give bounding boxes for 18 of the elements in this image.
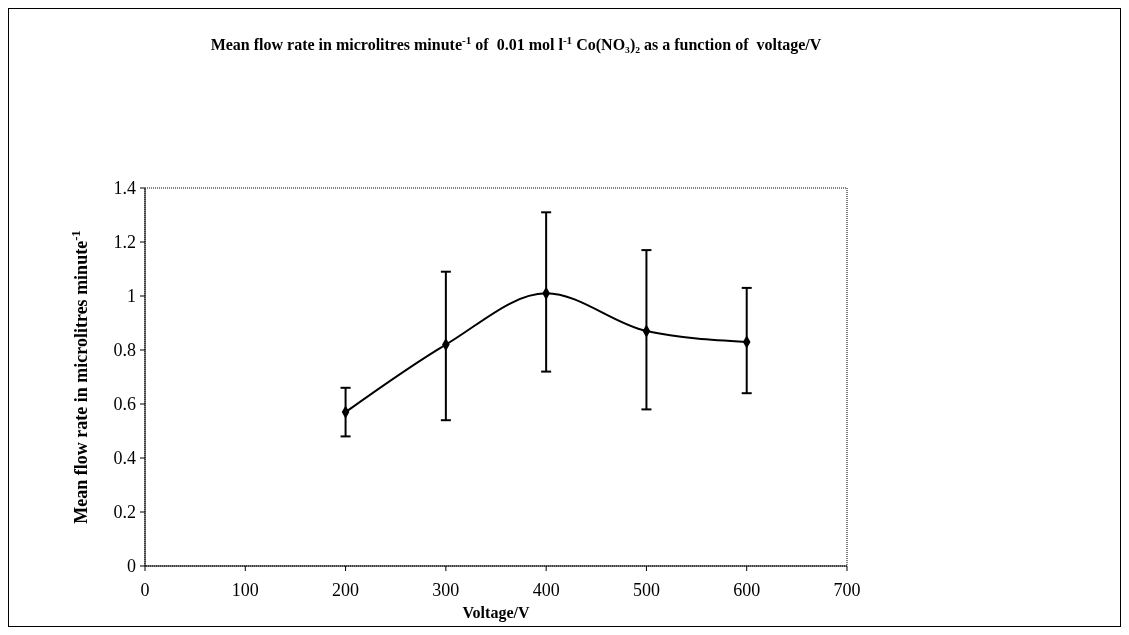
- y-tick-label: 1.4: [113, 178, 136, 199]
- y-tick-label: 0: [127, 556, 136, 577]
- x-tick-label: 600: [733, 580, 761, 600]
- x-tick-label: 200: [332, 580, 360, 600]
- y-tick-label: 0.4: [113, 448, 136, 469]
- y-tick-label: 0.6: [113, 394, 136, 415]
- x-tick-label: 400: [532, 580, 560, 600]
- x-tick-label: 100: [231, 580, 259, 600]
- x-tick-label: 300: [432, 580, 460, 600]
- x-tick-label: 700: [833, 580, 861, 600]
- y-tick-label: 0.2: [113, 502, 136, 523]
- x-tick-label: 0: [140, 580, 150, 600]
- chart-title: Mean flow rate in microlitres minute$^{-1}$ of 0.01 mol l$^{-1}$ Co(NO₃)₂ as a function of voltage/V: [210, 34, 822, 54]
- x-tick-label: 500: [632, 580, 660, 600]
- y-tick-label: 1.2: [113, 232, 136, 253]
- y-tick-label: 0.8: [113, 340, 136, 361]
- x-axis-title: Voltage/V: [462, 604, 530, 622]
- y-tick-label: 1: [127, 286, 136, 307]
